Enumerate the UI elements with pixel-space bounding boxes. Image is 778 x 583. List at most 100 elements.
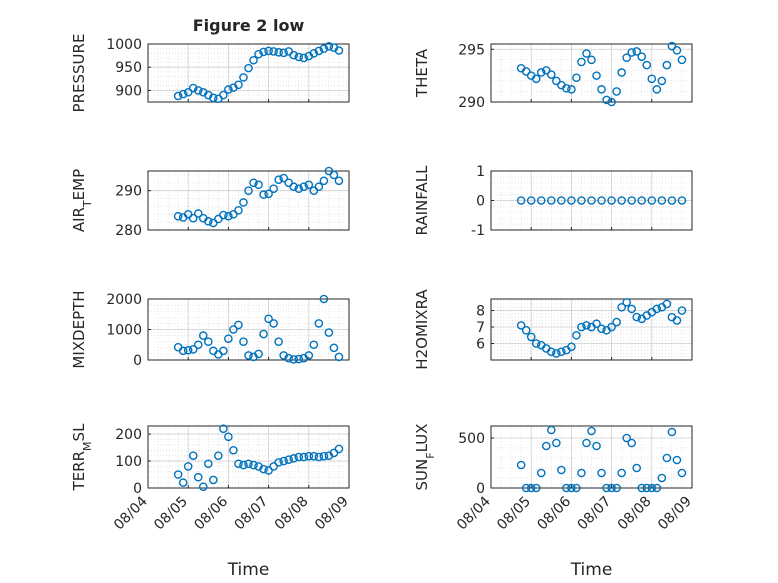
data-point: [541, 441, 551, 451]
data-point: [587, 426, 596, 436]
data-point: [536, 68, 546, 77]
x-tick-label: 08/05: [151, 494, 191, 534]
data-point: [334, 176, 344, 186]
data-point: [622, 297, 631, 307]
data-point: [178, 478, 188, 487]
axes-box: [490, 43, 693, 103]
data-point: [541, 66, 551, 75]
data-point: [224, 211, 233, 221]
data-point: [279, 48, 288, 58]
x-tick-label: 08/09: [312, 494, 352, 534]
data-point: [314, 182, 324, 192]
data-point: [657, 473, 667, 483]
y-tick-label: 290: [115, 184, 142, 200]
data-point: [229, 325, 238, 334]
data-point: [188, 83, 198, 93]
data-point: [582, 321, 591, 330]
chart-title: Figure 2 low: [193, 16, 305, 35]
data-point: [234, 206, 243, 215]
data-point: [677, 468, 687, 478]
x-tick-label: 08/04: [454, 493, 494, 533]
data-point: [264, 189, 273, 199]
data-point: [274, 337, 283, 347]
data-point: [547, 425, 556, 435]
y-axis-label: THETA: [413, 48, 431, 98]
data-point: [229, 445, 238, 455]
y-tick-label: 7: [476, 320, 485, 336]
x-tick-label: 08/06: [534, 493, 574, 533]
data-point: [188, 451, 198, 460]
data-point: [657, 196, 667, 205]
data-point: [203, 459, 213, 469]
data-point: [627, 438, 637, 448]
data-point: [521, 483, 531, 493]
data-point: [547, 347, 556, 357]
axes-box: [147, 43, 350, 103]
data-point: [607, 483, 616, 493]
data-point: [334, 444, 344, 454]
data-point: [652, 483, 662, 493]
data-point: [617, 302, 626, 312]
data-point: [567, 483, 576, 493]
data-point: [224, 85, 233, 94]
y-tick-label: 6: [476, 337, 485, 353]
data-point: [219, 346, 228, 356]
data-point: [244, 459, 253, 469]
y-axis-label: H2OMIXRA: [413, 289, 431, 370]
y-tick-label: 950: [115, 60, 142, 76]
plot-area: [491, 44, 692, 102]
y-tick-label: 500: [458, 431, 485, 447]
data-point: [244, 351, 253, 360]
data-point: [597, 85, 606, 94]
data-point: [269, 184, 278, 193]
data-point: [259, 190, 268, 199]
data-point: [637, 196, 647, 205]
data-point: [562, 83, 571, 93]
data-point: [299, 182, 309, 192]
y-tick-label: 200: [115, 427, 142, 443]
data-point: [219, 424, 228, 433]
data-point: [254, 349, 263, 359]
data-point: [622, 53, 631, 63]
data-point: [557, 196, 566, 205]
data-point: [652, 85, 662, 94]
data-point: [531, 74, 541, 84]
data-point: [547, 70, 556, 79]
data-point: [173, 91, 183, 101]
panel-theta: 290 295 THETA: [413, 41, 693, 111]
data-point: [299, 452, 309, 462]
data-point: [667, 41, 677, 51]
panel-pressure: 900 950 1000 PRESSURE: [70, 34, 350, 112]
data-point: [516, 321, 526, 330]
data-point: [188, 345, 198, 354]
data-point: [557, 347, 566, 357]
y-tick-label: 290: [458, 95, 485, 111]
data-point: [667, 196, 677, 205]
plot-area: [148, 44, 349, 102]
data-point: [632, 312, 642, 322]
data-point: [597, 324, 606, 333]
data-point: [516, 460, 526, 470]
data-point: [637, 52, 647, 61]
data-point: [264, 46, 273, 56]
panel-air-temp: 280 290 AIRTEMP: [70, 166, 350, 239]
panel-mixdepth: 0 1000 2000 MIXDEPTH: [70, 290, 350, 369]
data-point: [607, 322, 616, 332]
data-point: [552, 76, 561, 86]
data-point: [577, 196, 586, 205]
data-point: [612, 483, 621, 493]
data-point: [557, 465, 566, 475]
data-point: [193, 209, 203, 218]
data-point: [224, 334, 233, 343]
axes-box: [147, 425, 350, 489]
data-point: [567, 342, 576, 352]
data-point: [219, 210, 228, 220]
data-point: [284, 455, 294, 464]
x-tick-label: 08/08: [272, 494, 312, 534]
y-axis-label: SUNFLUX: [413, 424, 437, 491]
data-point: [274, 175, 283, 184]
y-tick-label: 1000: [106, 323, 142, 339]
data-point: [612, 87, 621, 96]
data-point: [244, 63, 253, 73]
data-point: [319, 44, 329, 53]
